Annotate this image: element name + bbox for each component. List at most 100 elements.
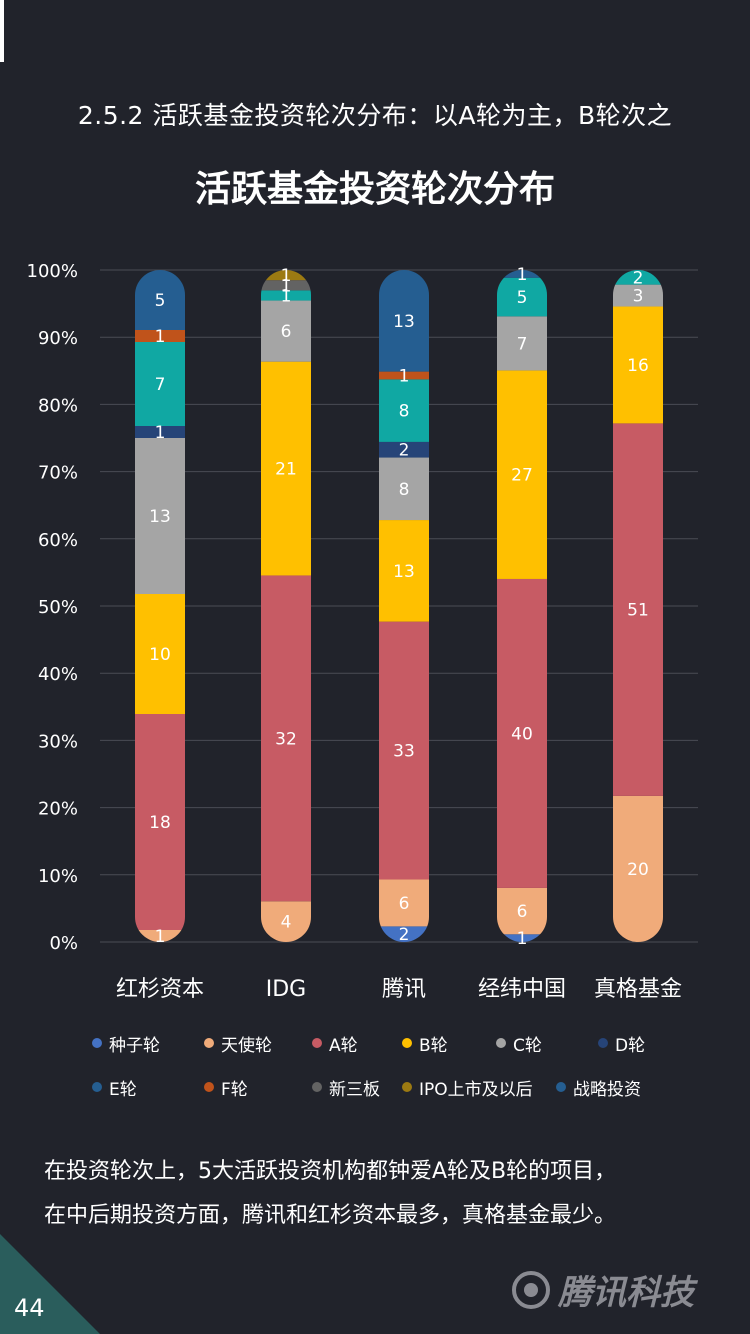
- data-label: 33: [393, 742, 415, 762]
- legend-label: C轮: [513, 1035, 542, 1056]
- legend-swatch-icon: [402, 1082, 412, 1092]
- bar-segment: [379, 879, 429, 927]
- legend-item: 天使轮: [204, 1026, 272, 1060]
- bar-segment: [497, 370, 547, 579]
- legend-row: E轮 F轮 新三板 IPO上市及以后 战略投资: [92, 1070, 732, 1104]
- y-tick-label: 70%: [38, 463, 78, 484]
- data-label: 20: [627, 860, 649, 880]
- data-label: 3: [633, 287, 644, 307]
- bar-segment: [135, 426, 185, 438]
- bar-segment: [497, 578, 547, 888]
- bar-segment: [379, 520, 429, 622]
- legend-swatch-icon: [556, 1082, 566, 1092]
- data-label: 6: [517, 902, 528, 922]
- top-accent-bar: [0, 0, 4, 62]
- data-label: 2: [399, 925, 410, 945]
- legend-item: C轮: [496, 1026, 542, 1060]
- data-label: 1: [281, 286, 292, 306]
- bar-segment: [613, 270, 663, 285]
- brand-name: 腾讯科技: [558, 1273, 694, 1313]
- bar-segment: [613, 423, 663, 796]
- legend-swatch-icon: [204, 1038, 214, 1048]
- x-category-label: 红杉资本: [116, 977, 204, 1002]
- bar-segment: [379, 270, 429, 372]
- data-label: 1: [517, 929, 528, 949]
- legend-item: A轮: [312, 1026, 358, 1060]
- data-label: 16: [627, 356, 649, 376]
- bar-segment: [497, 887, 547, 935]
- legend-item: D轮: [598, 1026, 645, 1060]
- legend-item: 种子轮: [92, 1026, 160, 1060]
- x-category-label: 腾讯: [382, 977, 426, 1002]
- legend-row: 种子轮 天使轮 A轮 B轮 C轮 D轮: [92, 1026, 732, 1060]
- bar-segment: [261, 575, 311, 902]
- data-label: 13: [393, 312, 415, 332]
- data-label: 2: [633, 268, 644, 288]
- legend-label: 战略投资: [573, 1079, 641, 1100]
- y-tick-label: 30%: [38, 731, 78, 752]
- corner-decoration: [0, 1234, 100, 1334]
- bar-segment: [613, 795, 663, 942]
- legend-label: A轮: [329, 1035, 358, 1056]
- legend-item: 新三板: [312, 1070, 380, 1104]
- data-label: 13: [149, 507, 171, 527]
- bar-stack: [613, 270, 663, 942]
- description-text: 在投资轮次上，5大活跃投资机构都钟爱A轮及B轮的项目， 在中后期投资方面，腾讯和…: [44, 1150, 724, 1238]
- data-label: 1: [517, 265, 528, 285]
- bar-segment: [379, 621, 429, 880]
- x-category-label: 真格基金: [594, 977, 682, 1002]
- legend-item: B轮: [402, 1026, 448, 1060]
- data-label: 4: [281, 913, 292, 933]
- bar-segment: [497, 316, 547, 371]
- y-tick-label: 90%: [38, 328, 78, 349]
- data-label: 5: [517, 288, 528, 308]
- data-label: 18: [149, 813, 171, 833]
- data-label: 10: [149, 645, 171, 665]
- legend-label: IPO上市及以后: [419, 1079, 533, 1100]
- bar-segment: [613, 284, 663, 307]
- legend-item: F轮: [204, 1070, 248, 1104]
- legend-swatch-icon: [92, 1038, 102, 1048]
- chart-title: 活跃基金投资轮次分布: [194, 169, 555, 210]
- legend-label: 新三板: [329, 1079, 380, 1100]
- data-label: 2: [399, 441, 410, 461]
- legend-swatch-icon: [598, 1038, 608, 1048]
- legend-label: F轮: [221, 1079, 248, 1100]
- bar-segment: [379, 379, 429, 442]
- bar-stack: [497, 270, 547, 942]
- chart-legend: 种子轮 天使轮 A轮 B轮 C轮 D轮 E轮 F轮 新三板 IPO上市及以后 战略投资: [92, 1026, 732, 1114]
- bar-stack: [379, 270, 429, 942]
- legend-label: E轮: [109, 1079, 137, 1100]
- y-tick-label: 80%: [38, 395, 78, 416]
- bar-segment: [261, 300, 311, 362]
- bar-segment: [135, 594, 185, 714]
- bar-segment: [613, 306, 663, 424]
- section-subtitle: 2.5.2 活跃基金投资轮次分布：以A轮为主，B轮次之: [77, 101, 673, 130]
- legend-swatch-icon: [312, 1038, 322, 1048]
- legend-swatch-icon: [402, 1038, 412, 1048]
- bar-segment: [379, 926, 429, 942]
- y-tick-label: 50%: [38, 597, 78, 618]
- page-number: 44: [14, 1294, 45, 1322]
- legend-label: D轮: [615, 1035, 646, 1056]
- description-line-1: 在投资轮次上，5大活跃投资机构都钟爱A轮及B轮的项目，: [44, 1159, 617, 1184]
- legend-label: 天使轮: [221, 1035, 272, 1056]
- bar-segment: [135, 270, 185, 330]
- bar-segment: [379, 371, 429, 380]
- data-label: 51: [627, 601, 649, 621]
- bar-segment: [379, 457, 429, 521]
- data-label: 27: [511, 466, 533, 486]
- bar-segment: [497, 934, 547, 942]
- data-label: 1: [399, 366, 410, 386]
- tencent-logo-icon: [512, 1270, 550, 1309]
- data-label: 7: [517, 334, 528, 354]
- data-label: 32: [275, 729, 297, 749]
- stacked-bar-chart: 0%10%20%30%40%50%60%70%80%90%100%1181013…: [27, 261, 698, 1002]
- x-category-label: IDG: [266, 977, 306, 1002]
- legend-swatch-icon: [312, 1082, 322, 1092]
- data-label: 1: [281, 276, 292, 296]
- description-line-2: 在中后期投资方面，腾讯和红杉资本最多，真格基金最少。: [44, 1203, 617, 1228]
- bar-segment: [261, 270, 311, 281]
- data-label: 21: [275, 460, 297, 480]
- legend-label: 种子轮: [109, 1035, 160, 1056]
